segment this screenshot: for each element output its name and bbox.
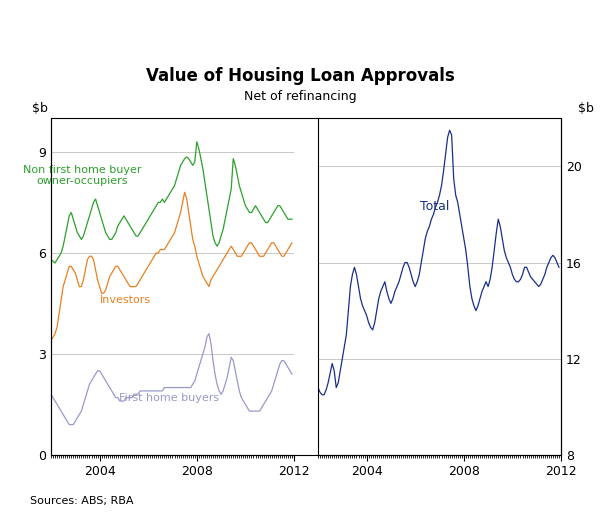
Text: $b: $b — [578, 102, 594, 115]
Text: Sources: ABS; RBA: Sources: ABS; RBA — [30, 495, 133, 506]
Text: $b: $b — [32, 102, 47, 115]
Text: Non first home buyer
owner-occupiers: Non first home buyer owner-occupiers — [23, 164, 142, 186]
Text: First home buyers: First home buyers — [119, 393, 219, 403]
Text: Total: Total — [420, 199, 449, 213]
Text: Investors: Investors — [100, 296, 151, 305]
Text: Net of refinancing: Net of refinancing — [244, 90, 356, 103]
Text: Value of Housing Loan Approvals: Value of Housing Loan Approvals — [146, 67, 454, 85]
